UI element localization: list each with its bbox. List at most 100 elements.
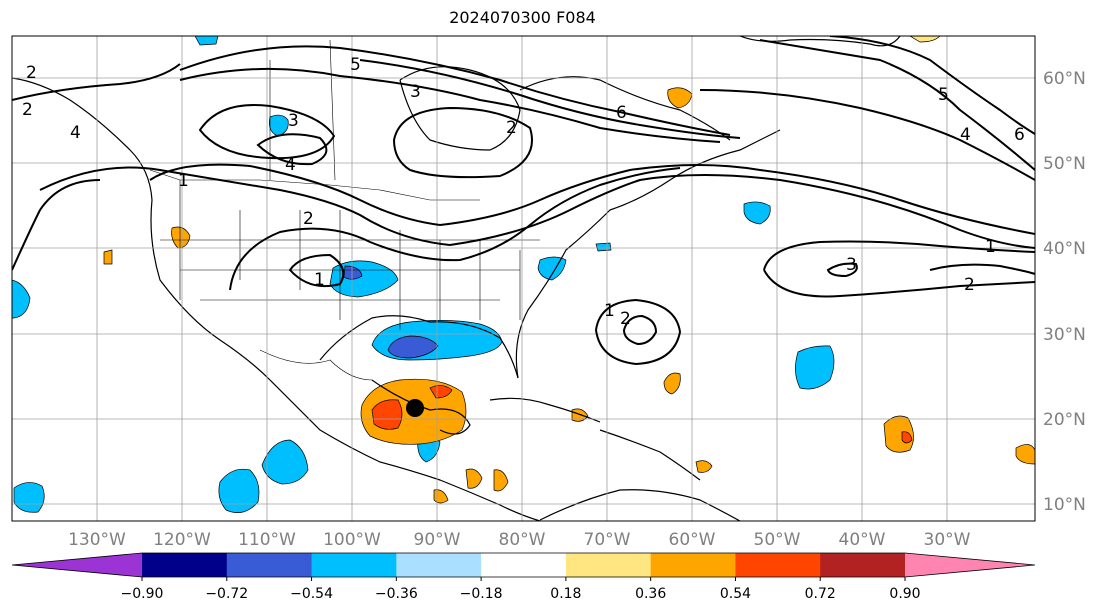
contour-4-west: [256, 133, 328, 166]
contour-2-atlantic-inner: [622, 314, 658, 346]
shade-orange-9: [433, 489, 449, 504]
colorbar-label: −0.54: [290, 586, 333, 602]
colorbar-label: −0.72: [205, 586, 248, 602]
coast-west-north-america: [12, 77, 541, 521]
lon-label: 40°W: [839, 530, 886, 550]
contour-label: 3: [410, 82, 421, 102]
colorbar-label: 0.72: [805, 586, 836, 602]
lon-label: 120°W: [153, 530, 211, 550]
shade-orange-8: [493, 469, 509, 492]
lon-label: 60°W: [669, 530, 716, 550]
lon-label: 100°W: [323, 530, 381, 550]
colorbar-segment: [735, 553, 821, 577]
shade-blue-2: [269, 114, 289, 137]
contour-label-group: 5 3 6 2 1 2 4 3 2 4 1 2 1 1 2 5 4 6 2 3: [22, 55, 1025, 329]
colorbar-segment: [226, 553, 313, 577]
contour-label: 4: [70, 123, 81, 143]
map-background: [12, 36, 1035, 521]
shade-purple-gulf: [387, 335, 439, 359]
lon-label: 80°W: [499, 530, 546, 550]
shade-orange-12: [103, 249, 113, 265]
longitude-labels: 130°W 120°W 110°W 100°W 90°W 80°W 70°W 6…: [68, 530, 971, 550]
contour-1-low: [288, 253, 345, 288]
colorbar-label: −0.90: [121, 586, 164, 602]
contour-2-hudson: [392, 106, 533, 179]
contour-3-east: [826, 262, 858, 278]
shade-orange-11: [695, 460, 713, 473]
colorbar-segment: [142, 553, 228, 577]
contour-label: 1: [178, 171, 189, 191]
shade-blue-1: [194, 36, 219, 46]
map-title: 2024070300 F084: [449, 8, 596, 27]
colorbar-label: 0.36: [635, 586, 666, 602]
lon-label: 130°W: [68, 530, 126, 550]
shade-blue-8: [795, 345, 835, 390]
contour-4-greenland: [699, 89, 1035, 181]
contour-label: 3: [846, 255, 857, 275]
colorbar-segment: [820, 553, 906, 577]
shade-blue-11: [13, 482, 45, 513]
shade-blue-3: [12, 279, 31, 319]
contour-label: 2: [303, 209, 314, 229]
shade-red-1: [371, 399, 403, 430]
contour-label: 2: [22, 100, 33, 120]
lon-label: 30°W: [924, 530, 971, 550]
shade-orange-6: [1015, 444, 1035, 465]
storm-center-marker: [406, 399, 424, 417]
lat-label: 20°N: [1043, 410, 1086, 430]
colorbar-label: −0.36: [375, 586, 418, 602]
shade-orange-3: [667, 87, 693, 109]
coast-hudson: [399, 66, 521, 151]
contour-2-main: [149, 163, 1035, 235]
contour-label: 2: [506, 118, 517, 138]
lat-label: 40°N: [1043, 239, 1086, 259]
colorbar-segment: [565, 553, 652, 577]
contour-label: 6: [1014, 125, 1025, 145]
contour-label: 4: [285, 155, 296, 175]
contour-label: 2: [26, 63, 37, 83]
contour-label: 1: [604, 301, 615, 321]
coast-caribbean: [599, 429, 701, 481]
colorbar: −0.90 −0.72 −0.54 −0.36 −0.18 0.18 0.36 0.54 0.7…: [11, 552, 1036, 602]
colorbar-label: 0.54: [720, 586, 751, 602]
colorbar-label: 0.18: [550, 586, 581, 602]
contour-1-main: [39, 166, 1035, 249]
contour-label: 1: [314, 270, 325, 290]
lat-label: 10°N: [1043, 495, 1086, 515]
shade-blue-6: [595, 242, 612, 252]
contour-label: 2: [620, 309, 631, 329]
latitude-labels: 60°N 50°N 40°N 30°N 20°N 10°N: [1043, 69, 1086, 515]
contour-2-low: [229, 167, 681, 291]
contour-label: 3: [288, 111, 299, 131]
lon-label: 110°W: [238, 530, 296, 550]
colorbar-segment: [650, 553, 736, 577]
colorbar-segment: [311, 553, 397, 577]
contour-label: 5: [938, 85, 949, 105]
colorbar-segment: [481, 553, 567, 577]
shade-blue-7: [743, 201, 771, 225]
lat-label: 30°N: [1043, 325, 1086, 345]
shade-red-3: [901, 431, 913, 444]
contour-label: 2: [964, 275, 975, 295]
contour-5-north: [179, 45, 731, 136]
lon-label: 70°W: [584, 530, 631, 550]
contour-label: 5: [350, 55, 361, 75]
coast-south-america: [539, 489, 741, 521]
graticule: [12, 36, 1035, 521]
contour-label: 6: [616, 103, 627, 123]
contour-6-north: [359, 59, 741, 139]
contour-5-greenland: [759, 39, 1035, 171]
colorbar-extend-high: [905, 553, 1035, 577]
colorbar-label: −0.18: [460, 586, 503, 602]
contour-3-north: [179, 67, 721, 143]
contour-1-east: [763, 240, 1035, 271]
contour-label: 4: [960, 125, 971, 145]
coast-cuba: [489, 397, 601, 423]
colorbar-segment: [396, 553, 482, 577]
contour-6-greenland: [829, 36, 1035, 135]
contours: [12, 36, 1035, 366]
shade-blue-10: [218, 468, 260, 513]
contour-2-east-inner: [929, 263, 1035, 275]
contour-1-atlantic: [594, 298, 682, 366]
contour-2-pacific: [12, 63, 181, 101]
